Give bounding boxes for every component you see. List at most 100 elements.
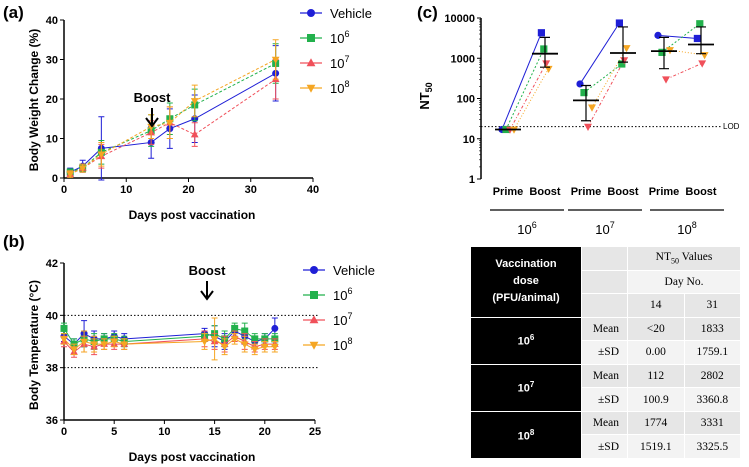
data-point xyxy=(271,56,280,64)
dose-row-label: 106 xyxy=(470,316,582,365)
legend-item-e8: 108 xyxy=(300,79,349,96)
legend-marker xyxy=(307,9,315,17)
group-label-text: 108 xyxy=(677,220,696,237)
x-tick-label: 20 xyxy=(182,184,194,196)
pair-line xyxy=(505,48,545,130)
day-31-header: 31 xyxy=(683,293,741,318)
data-point xyxy=(190,98,199,106)
x-tick-label: 15 xyxy=(208,426,220,438)
x-tick-label: 40 xyxy=(307,184,319,196)
series-e8 xyxy=(60,317,279,361)
y-tick-label: 10 xyxy=(463,134,475,146)
mean-label: Mean xyxy=(581,410,628,436)
data-point xyxy=(110,338,119,346)
x-category-label: Prime xyxy=(649,186,680,198)
data-point xyxy=(220,343,229,351)
data-point xyxy=(78,165,87,173)
vaccination-dose-header: Vaccination dose (PFU/animal) xyxy=(470,246,582,318)
data-point xyxy=(231,324,239,332)
data-point xyxy=(100,341,109,349)
boost-annotation: Boost xyxy=(134,90,172,105)
data-point xyxy=(618,60,626,68)
pair-line xyxy=(587,59,625,127)
x-category-label: Prime xyxy=(571,186,602,198)
table-cell: 3360.8 xyxy=(683,387,741,412)
legend-label: 106 xyxy=(333,286,352,303)
legend-item-e7: 107 xyxy=(300,54,349,71)
data-point xyxy=(584,123,592,131)
legend-marker xyxy=(306,58,316,67)
data-point xyxy=(90,341,98,349)
y-axis-title: NT50 xyxy=(417,82,434,109)
x-axis-title: Days post vaccination xyxy=(129,208,256,222)
y-tick-label: 30 xyxy=(46,55,58,67)
legend-label: Vehicle xyxy=(333,263,375,278)
legend-item-e6: 106 xyxy=(300,29,349,46)
data-point xyxy=(696,20,704,28)
weight-chart: (a) 0 10 20 30 40 0 10 20 30 40 Days post vaccina… xyxy=(3,3,372,222)
data-point xyxy=(580,89,588,97)
sd-bar xyxy=(581,84,591,122)
y-tick-label: 1 xyxy=(469,174,475,186)
x-tick-label: 30 xyxy=(245,184,257,196)
table-cell: <20 xyxy=(627,316,685,342)
data-point xyxy=(250,346,259,354)
pair-line xyxy=(665,62,703,80)
nt50-table: Vaccination dose (PFU/animal) NT50 Value… xyxy=(470,246,741,460)
x-tick-label: 0 xyxy=(61,184,67,196)
group-label: 106 xyxy=(490,209,564,237)
group-7 xyxy=(573,19,636,131)
series-e6 xyxy=(66,43,280,176)
data-point xyxy=(622,45,631,53)
dose-row-label: 108 xyxy=(470,410,582,460)
data-point xyxy=(241,327,249,335)
x-tick-label: 10 xyxy=(120,184,132,196)
data-point xyxy=(165,119,174,127)
nt50-chart: (c) NT50 1 10 100 1000 10000 Prime Boost Prime B… xyxy=(417,3,740,237)
x-tick-label: 5 xyxy=(111,426,117,438)
data-point xyxy=(693,34,701,43)
day-no-header: Day No. xyxy=(627,269,741,295)
x-category-label: Boost xyxy=(685,186,717,198)
nt50-values-header: NT50 Values xyxy=(627,246,741,271)
table-cell: 1759.1 xyxy=(683,340,741,365)
data-point xyxy=(270,343,279,351)
legend-marker xyxy=(309,315,319,324)
pair-line xyxy=(509,63,547,130)
sd-bar xyxy=(618,26,628,63)
data-point xyxy=(698,60,707,68)
data-point xyxy=(576,80,584,88)
y-tick-label: 10 xyxy=(46,134,58,146)
x-axis-title: Days post vaccination xyxy=(129,450,256,464)
mean-label: Mean xyxy=(581,363,628,389)
y-tick-label: 1000 xyxy=(451,53,475,65)
pair-line xyxy=(501,32,542,130)
data-point xyxy=(542,60,551,68)
table-cell: 2802 xyxy=(683,363,741,389)
legend-item-e7: 107 xyxy=(303,311,352,328)
data-point xyxy=(251,335,259,343)
y-tick-label: 0 xyxy=(52,173,58,185)
legend-marker xyxy=(310,266,318,274)
x-category-label: Boost xyxy=(607,186,639,198)
group-label-text: 107 xyxy=(595,220,614,237)
table-cell: 1519.1 xyxy=(627,434,685,459)
y-tick-label: 40 xyxy=(46,15,58,27)
data-point xyxy=(200,338,209,346)
boost-arrow xyxy=(145,108,159,128)
dose-row-label: 107 xyxy=(470,363,582,412)
x-category-label: Prime xyxy=(493,186,524,198)
legend-label: 108 xyxy=(333,336,352,353)
y-tick-label: 40 xyxy=(46,310,58,322)
data-point xyxy=(210,336,219,344)
data-point xyxy=(240,341,249,349)
data-point xyxy=(97,151,106,159)
y-axis-title: Body Weight Change (%) xyxy=(27,29,41,171)
group-label: 108 xyxy=(650,209,724,237)
x-tick-label: 20 xyxy=(259,426,271,438)
sd-label: ±SD xyxy=(581,387,628,412)
data-point xyxy=(60,324,68,332)
data-point xyxy=(66,171,75,179)
group-6 xyxy=(495,29,558,134)
legend-marker xyxy=(306,84,316,93)
